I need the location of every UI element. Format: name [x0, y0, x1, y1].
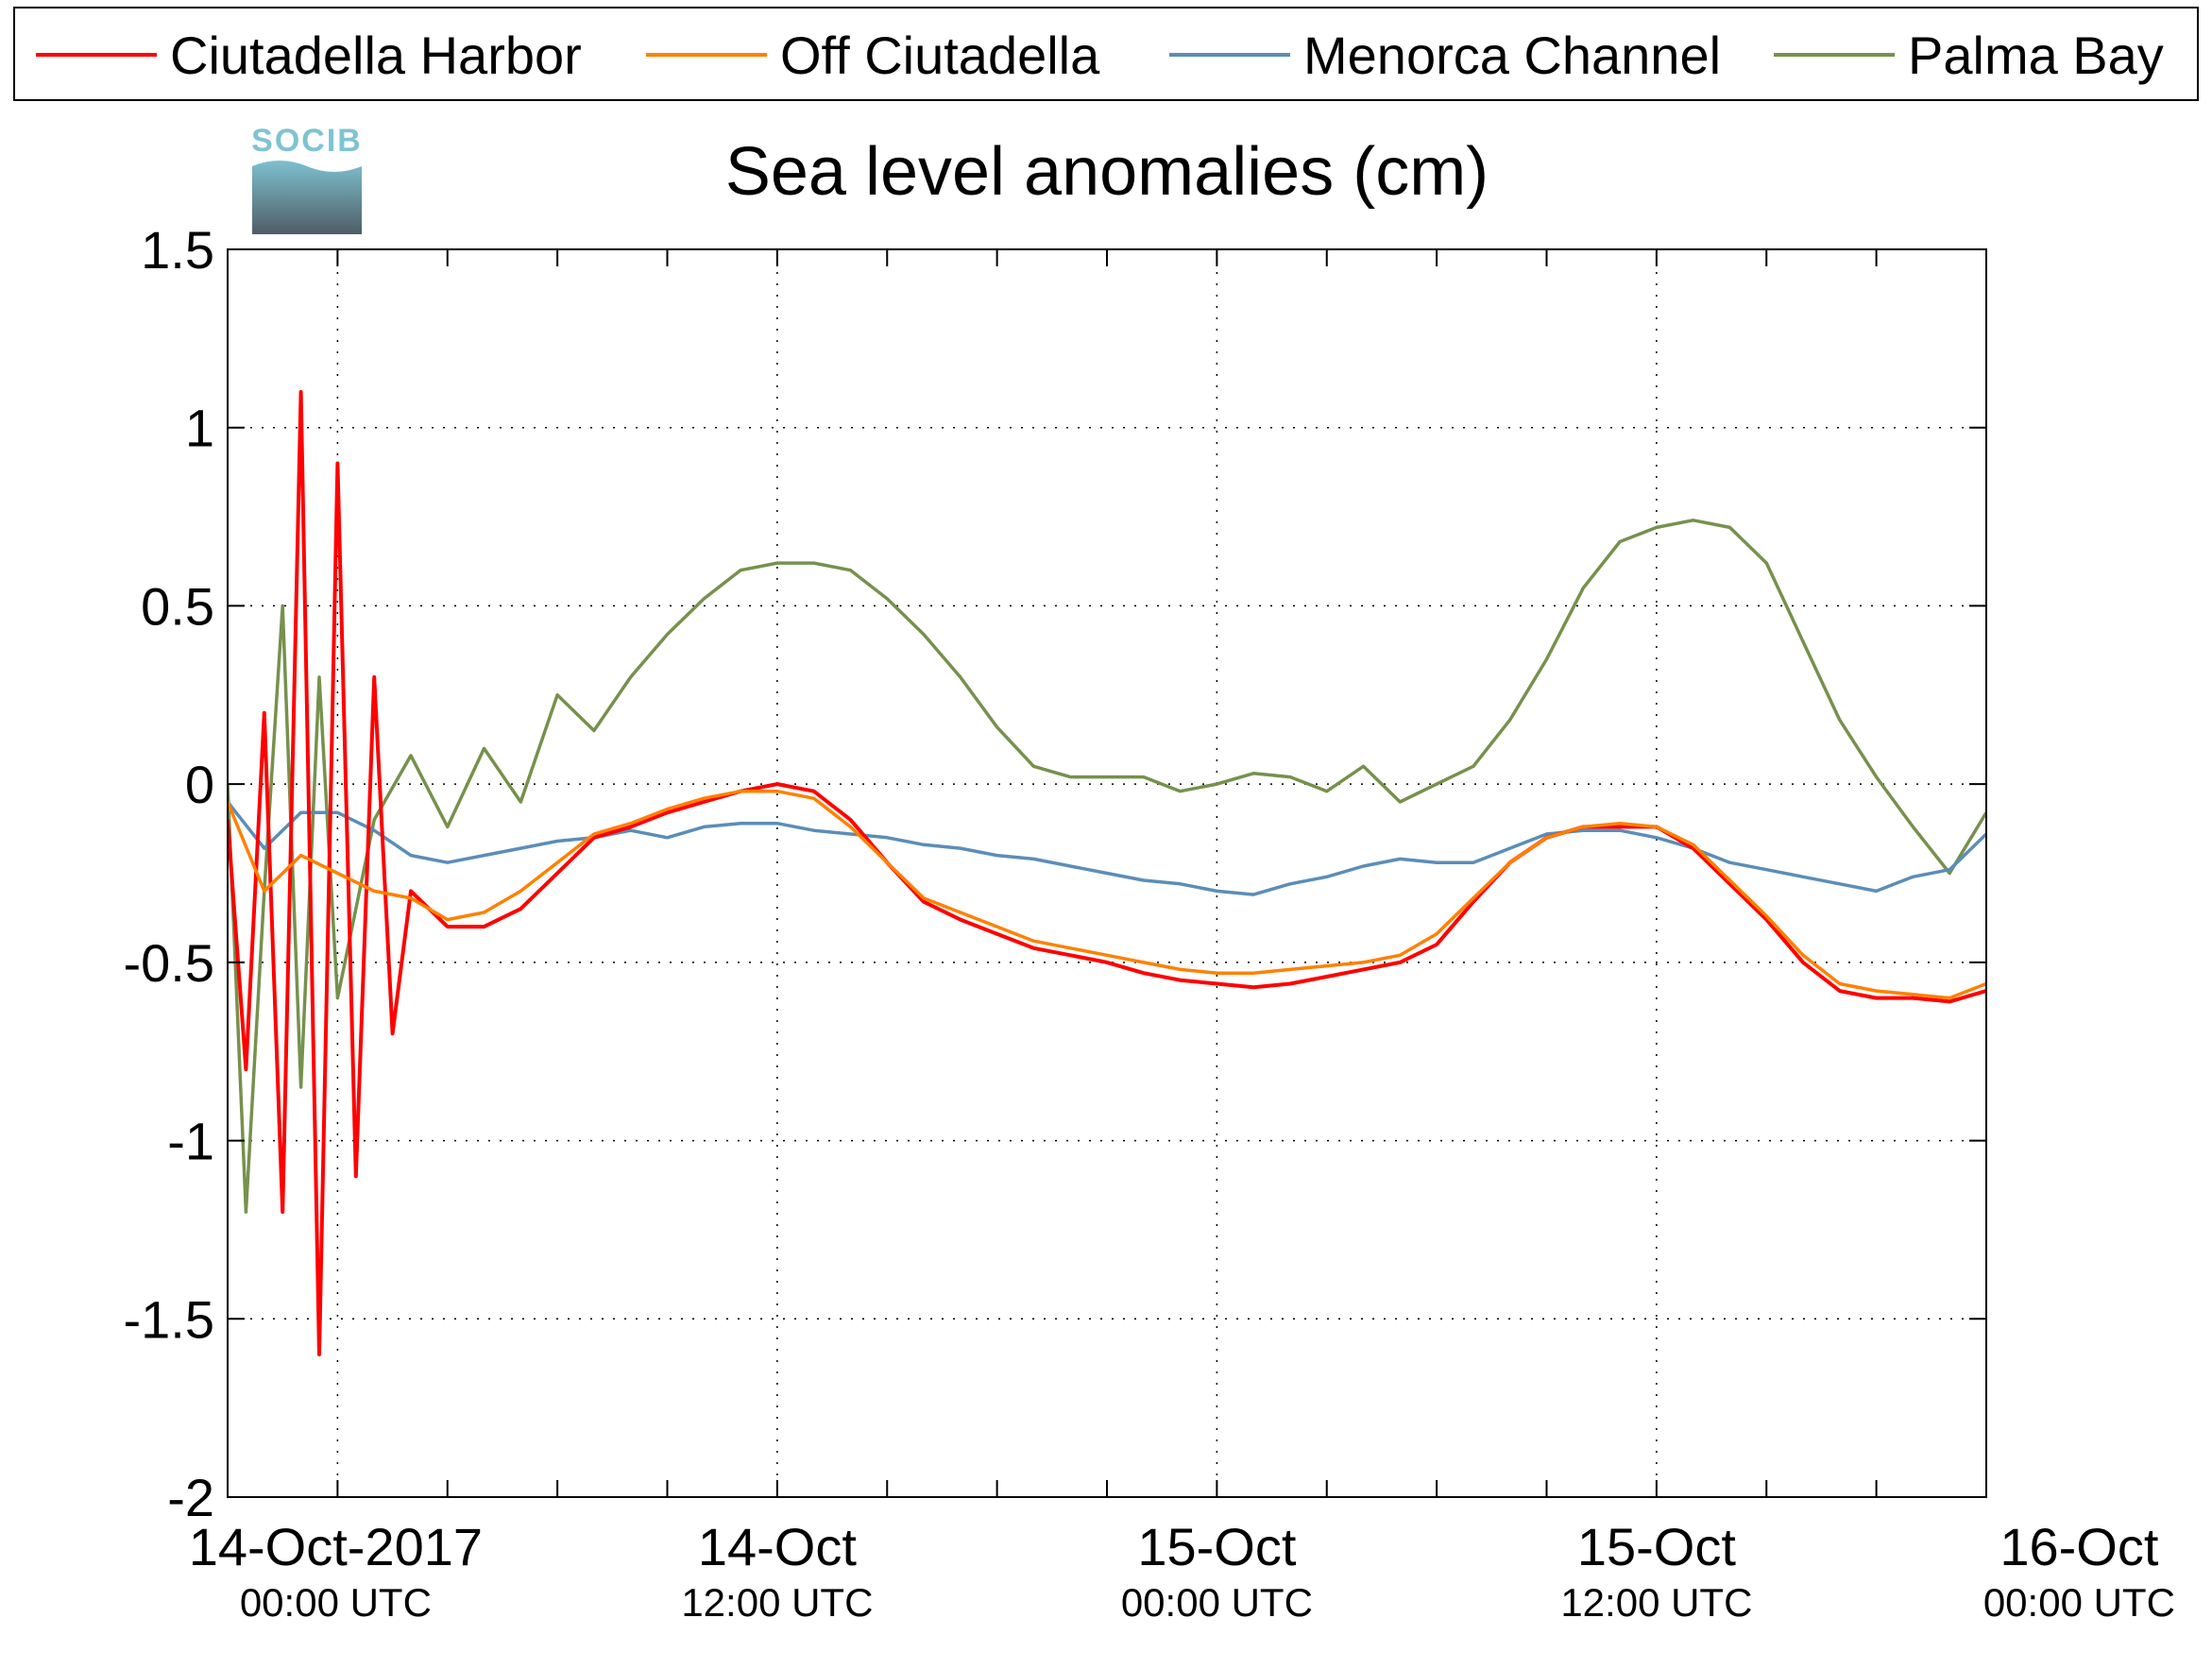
legend: Ciutadella Harbor Off Ciutadella Menorca C…	[13, 7, 2199, 101]
y-axis-labels: -2 -1.5 -1 -0.5 0 0.5 1 1.5	[124, 220, 215, 1527]
x-tick-date: 14-Oct-2017	[189, 1517, 483, 1576]
y-tick-label: -2	[167, 1468, 214, 1527]
y-tick-label: -1	[167, 1112, 214, 1171]
legend-entry: Ciutadella Harbor	[36, 26, 582, 85]
x-tick-time: 00:00 UTC	[1121, 1580, 1313, 1625]
x-tick-time: 12:00 UTC	[1560, 1580, 1752, 1625]
y-tick-label: -0.5	[124, 933, 215, 993]
x-tick-time: 00:00 UTC	[1983, 1580, 2175, 1625]
legend-label: Menorca Channel	[1303, 26, 1721, 85]
legend-entry: Menorca Channel	[1169, 26, 1721, 85]
socib-logo: SOCIB	[251, 123, 363, 234]
y-tick-label: 0	[185, 755, 214, 814]
x-tick-date: 15-Oct	[1137, 1517, 1296, 1576]
logo-wave-crest	[252, 159, 362, 172]
x-tick-time: 12:00 UTC	[681, 1580, 873, 1625]
y-tick-label: 1.5	[141, 220, 214, 280]
legend-entry: Off Ciutadella	[646, 26, 1100, 85]
y-tick-label: -1.5	[124, 1289, 215, 1349]
x-tick-time: 00:00 UTC	[240, 1580, 432, 1625]
legend-label: Off Ciutadella	[780, 26, 1100, 85]
axis-ticks	[228, 248, 1986, 1498]
series-line-off-ciutadella	[228, 789, 1986, 1000]
x-tick-date: 14-Oct	[698, 1517, 857, 1576]
series-group	[228, 390, 1986, 1356]
logo-text: SOCIB	[251, 123, 363, 159]
y-tick-label: 1	[185, 399, 214, 458]
x-tick-date: 16-Oct	[1999, 1517, 2158, 1576]
y-tick-label: 0.5	[141, 576, 214, 636]
legend-label: Palma Bay	[1908, 26, 2164, 85]
x-tick-date: 15-Oct	[1577, 1517, 1736, 1576]
legend-label: Ciutadella Harbor	[170, 26, 582, 85]
chart-title: Sea level anomalies (cm)	[725, 134, 1489, 210]
legend-entry: Palma Bay	[1774, 26, 2164, 85]
series-line-palma-bay	[228, 519, 1986, 1214]
